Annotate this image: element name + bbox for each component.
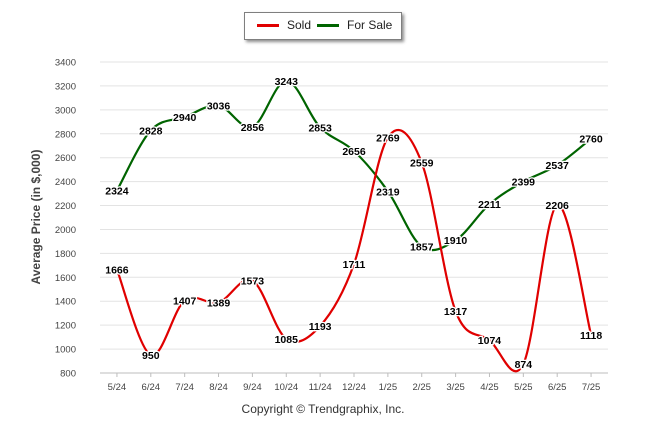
- y-tick-label: 1600: [55, 273, 76, 284]
- y-axis: 800 1000 1200 1400 1600 1800 2000 2200 2400 2600 2…: [55, 58, 76, 380]
- y-tick-label: 3400: [55, 58, 76, 69]
- data-label-sold: 1074: [478, 335, 502, 347]
- data-label-for-sale: 1857: [410, 242, 434, 254]
- y-tick-label: 800: [60, 369, 76, 380]
- data-label-sold: 2769: [376, 132, 400, 144]
- y-tick-label: 2600: [55, 153, 76, 164]
- data-label-sold: 1085: [275, 334, 299, 346]
- data-label-sold: 1389: [207, 298, 231, 310]
- data-label-for-sale: 3036: [207, 101, 231, 113]
- y-tick-label: 3200: [55, 81, 76, 92]
- series-lines: [115, 79, 593, 373]
- copyright-text: Copyright © Trendgraphix, Inc.: [241, 402, 405, 416]
- y-tick-label: 2400: [55, 177, 76, 188]
- x-tick-label: 9/24: [243, 382, 262, 393]
- legend-label-for-sale: For Sale: [347, 18, 393, 32]
- data-label-for-sale: 2324: [105, 186, 129, 198]
- data-label-sold: 2206: [546, 200, 570, 212]
- y-tick-label: 3000: [55, 105, 76, 116]
- y-tick-label: 1800: [55, 249, 76, 260]
- data-label-for-sale: 2940: [173, 112, 197, 124]
- grid-lines: [100, 61, 608, 374]
- data-label-for-sale: 1910: [444, 235, 468, 247]
- data-label-for-sale: 2656: [342, 146, 366, 158]
- series-line-sold: [115, 128, 593, 373]
- data-label-sold: 1118: [580, 330, 602, 342]
- y-tick-label: 2000: [55, 225, 76, 236]
- data-label-sold: 1711: [343, 259, 366, 271]
- legend-swatch-sold: [257, 23, 279, 27]
- x-tick-label: 6/25: [548, 382, 567, 393]
- y-tick-label: 2800: [55, 129, 76, 140]
- y-tick-label: 1200: [55, 321, 76, 332]
- data-label-sold: 874: [515, 359, 533, 371]
- data-label-for-sale: 2319: [376, 186, 400, 198]
- y-axis-label: Average Price (in $,000): [29, 150, 43, 285]
- data-label-sold: 1317: [444, 306, 468, 318]
- legend-swatch-for-sale: [317, 23, 339, 27]
- legend-item-sold[interactable]: Sold: [257, 18, 311, 32]
- x-tick-label: 10/24: [274, 382, 298, 393]
- data-label-for-sale: 2853: [308, 122, 332, 134]
- y-tick-label: 2200: [55, 201, 76, 212]
- data-label-for-sale: 2760: [579, 134, 603, 146]
- data-label-sold: 2559: [410, 158, 434, 170]
- data-labels: 1666 950 1407 1389 1573 1085 1193 1711 2769 2559 1…: [104, 75, 604, 373]
- x-tick-label: 3/25: [446, 382, 465, 393]
- x-tick-label: 6/24: [142, 382, 161, 393]
- legend-label-sold: Sold: [287, 18, 312, 32]
- x-tick-label: 5/24: [108, 382, 127, 393]
- data-label-sold: 950: [142, 350, 160, 362]
- data-label-for-sale: 2828: [139, 125, 163, 137]
- data-label-sold: 1573: [241, 276, 265, 288]
- data-label-for-sale: 2399: [512, 177, 536, 189]
- x-tick-label: 7/24: [175, 382, 194, 393]
- data-label-sold: 1666: [105, 264, 129, 276]
- y-tick-label: 1400: [55, 297, 76, 308]
- x-tick-label: 2/25: [412, 382, 431, 393]
- x-tick-label: 4/25: [480, 382, 499, 393]
- y-tick-label: 1000: [55, 345, 76, 356]
- data-label-for-sale: 2856: [241, 122, 265, 134]
- x-tick-label: 1/25: [379, 382, 398, 393]
- data-label-for-sale: 2211: [478, 199, 501, 211]
- x-tick-label: 7/25: [582, 382, 601, 393]
- data-label-sold: 1407: [173, 295, 197, 307]
- x-tick-label: 8/24: [209, 382, 228, 393]
- x-axis: 5/24 6/24 7/24 8/24 9/24 10/24 11/24 12/24 1/25 2…: [100, 372, 608, 393]
- x-tick-label: 5/25: [514, 382, 533, 393]
- data-label-for-sale: 3243: [275, 76, 299, 88]
- data-label-for-sale: 2537: [546, 160, 570, 172]
- legend-item-for-sale[interactable]: For Sale: [317, 18, 392, 32]
- legend: Sold For Sale: [244, 12, 402, 40]
- data-label-sold: 1193: [309, 321, 332, 333]
- x-tick-label: 11/24: [309, 382, 332, 393]
- series-line-for-sale: [115, 79, 592, 252]
- x-tick-label: 12/24: [342, 382, 366, 393]
